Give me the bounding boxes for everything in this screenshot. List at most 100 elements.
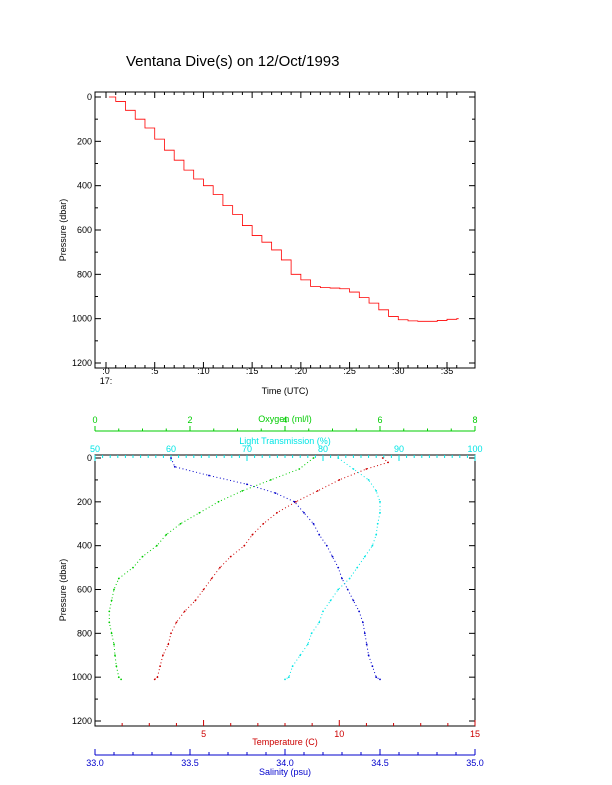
y-tick-label: 200 bbox=[77, 497, 92, 507]
temperature-point bbox=[316, 490, 319, 492]
oxygen-profile bbox=[108, 457, 314, 680]
salinity-point bbox=[367, 654, 370, 657]
y-tick-label: 1200 bbox=[72, 716, 92, 726]
oxygen-point bbox=[108, 610, 111, 613]
salinity-axis-label: Salinity (psu) bbox=[259, 767, 311, 777]
oxygen-point bbox=[155, 544, 158, 547]
temperature-point bbox=[170, 632, 172, 635]
oxygen-point bbox=[108, 621, 111, 624]
light-point bbox=[371, 544, 374, 547]
light-point bbox=[291, 665, 294, 668]
light-point bbox=[352, 468, 355, 470]
oxygen-point bbox=[117, 676, 120, 679]
temperature-point bbox=[156, 676, 159, 679]
light-tick-label: 80 bbox=[318, 444, 328, 454]
light-tick-label: 70 bbox=[242, 444, 252, 454]
y-tick-label: 600 bbox=[77, 585, 92, 595]
salinity-point bbox=[362, 621, 364, 624]
temperature-point bbox=[229, 555, 232, 558]
temperature-point bbox=[276, 511, 278, 514]
x-tick-label: :5 bbox=[151, 366, 159, 376]
y-tick-label: 200 bbox=[77, 136, 92, 146]
y-axis-label: Pressure (dbar) bbox=[58, 199, 68, 262]
light-point bbox=[356, 566, 359, 569]
temperature-point bbox=[262, 522, 265, 525]
y-tick-label: 800 bbox=[77, 628, 92, 638]
light-point bbox=[287, 676, 290, 679]
salinity-point bbox=[246, 483, 248, 486]
oxygen-point bbox=[179, 522, 182, 525]
salinity-point bbox=[325, 544, 328, 547]
salinity-point bbox=[173, 465, 176, 468]
y-axis-label: Pressure (dbar) bbox=[58, 559, 68, 622]
salinity-point bbox=[303, 511, 305, 514]
x-tick-label: :15 bbox=[246, 366, 259, 376]
oxygen-point bbox=[165, 533, 168, 536]
temperature-profile bbox=[154, 457, 390, 680]
light-point bbox=[318, 621, 321, 624]
light-tick-label: 50 bbox=[90, 444, 100, 454]
temperature-point bbox=[167, 643, 170, 646]
temperature-tick-label: 5 bbox=[201, 729, 206, 739]
salinity-point bbox=[293, 500, 296, 503]
salinity-tick-label: 33.0 bbox=[86, 758, 104, 768]
temperature-point bbox=[202, 588, 205, 591]
x-axis-label: Time (UTC) bbox=[262, 386, 309, 396]
oxygen-point bbox=[115, 665, 118, 668]
salinity-point bbox=[170, 457, 172, 459]
salinity-tick-label: 34.5 bbox=[371, 758, 389, 768]
salinity-point bbox=[365, 643, 368, 646]
oxygen-point bbox=[312, 457, 315, 459]
temperature-point bbox=[183, 610, 186, 613]
oxygen-tick-label: 6 bbox=[377, 415, 382, 425]
light-tick-label: 90 bbox=[394, 444, 404, 454]
oxygen-point bbox=[198, 511, 201, 514]
temperature-tick-label: 15 bbox=[470, 729, 480, 739]
x-tick-label: :10 bbox=[197, 366, 210, 376]
light-point bbox=[284, 678, 286, 681]
light-axis-label: Light Transmission (%) bbox=[239, 436, 331, 446]
y-tick-label: 600 bbox=[77, 225, 92, 235]
temperature-point bbox=[153, 678, 156, 681]
oxygen-tick-label: 0 bbox=[92, 415, 97, 425]
light-point bbox=[379, 500, 381, 503]
salinity-point bbox=[371, 665, 374, 668]
oxygen-point bbox=[113, 643, 115, 646]
salinity-point bbox=[208, 474, 210, 477]
y-tick-label: 1000 bbox=[72, 672, 92, 682]
temperature-point bbox=[175, 621, 178, 624]
y-tick-label: 400 bbox=[77, 541, 92, 551]
x-tick-label: :35 bbox=[441, 366, 454, 376]
oxygen-point bbox=[110, 599, 113, 602]
light-point bbox=[367, 479, 370, 481]
x-tick-label: :25 bbox=[343, 366, 356, 376]
salinity-point bbox=[358, 610, 360, 613]
salinity-point bbox=[379, 678, 381, 681]
temperature-point bbox=[243, 544, 246, 547]
oxygen-point bbox=[241, 490, 244, 492]
x-tick-label: :20 bbox=[295, 366, 308, 376]
temperature-axis-label: Temperature (C) bbox=[252, 737, 318, 747]
light-profile bbox=[284, 457, 381, 680]
temperature-point bbox=[162, 654, 164, 657]
light-point bbox=[379, 511, 381, 514]
oxygen-point bbox=[113, 588, 115, 591]
salinity-point bbox=[318, 533, 321, 536]
y-tick-label: 0 bbox=[87, 92, 92, 102]
oxygen-point bbox=[141, 555, 144, 558]
plot-frame bbox=[94, 91, 476, 369]
light-tick-label: 100 bbox=[467, 444, 482, 454]
salinity-point bbox=[363, 632, 366, 635]
light-point bbox=[299, 654, 302, 657]
light-point bbox=[337, 588, 340, 591]
y-tick-label: 1000 bbox=[72, 314, 92, 324]
oxygen-point bbox=[110, 632, 113, 635]
y-tick-label: 0 bbox=[87, 453, 92, 463]
oxygen-point bbox=[117, 577, 120, 580]
salinity-tick-label: 33.5 bbox=[181, 758, 199, 768]
profile-chart: 0 200 400 600 800 1000 1200 Pressure (dbar) 0 2 4 6… bbox=[58, 414, 484, 777]
salinity-point bbox=[312, 522, 315, 525]
chart-title: Ventana Dive(s) on 12/Oct/1993 bbox=[126, 53, 339, 70]
salinity-point bbox=[337, 566, 340, 569]
light-point bbox=[376, 522, 379, 525]
